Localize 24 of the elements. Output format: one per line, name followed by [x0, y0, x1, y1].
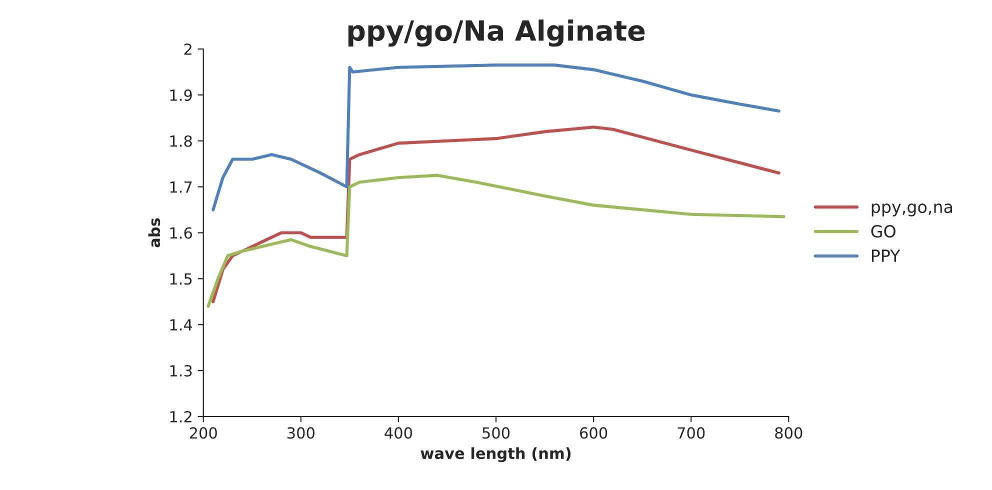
x-tick-label: 700 [678, 427, 705, 439]
y-tick-label: 2 [184, 43, 192, 55]
y-tick-label: 1.4 [170, 319, 192, 330]
y-tick-label: 1.6 [170, 227, 192, 239]
line-series [206, 174, 786, 308]
y-tick-label: 1.5 [170, 273, 192, 285]
y-tick-label: 1.3 [170, 365, 192, 377]
x-tick-label: 200 [190, 427, 217, 439]
y-tick-label: 1.9 [170, 89, 192, 101]
y-axis-title: abs [148, 218, 160, 248]
x-tick-label: 400 [384, 427, 412, 439]
x-tick-label: 600 [580, 427, 608, 439]
y-tick-label: 1.2 [170, 410, 192, 422]
x-tick-label: 500 [482, 427, 510, 439]
y-tick-label: 1.8 [170, 135, 192, 147]
x-tick-label: 800 [775, 427, 802, 439]
legend-label: PPY [872, 250, 900, 262]
x-tick-label: 300 [287, 427, 314, 439]
x-axis-title: wave length (nm) [420, 447, 571, 462]
legend-label: GO [871, 224, 896, 238]
line-series [212, 64, 780, 212]
y-tick-label: 1.7 [170, 181, 192, 193]
legend-label: ppy,go,na [872, 204, 952, 216]
chart-title: ppy/go/Na Alginate [348, 20, 645, 47]
